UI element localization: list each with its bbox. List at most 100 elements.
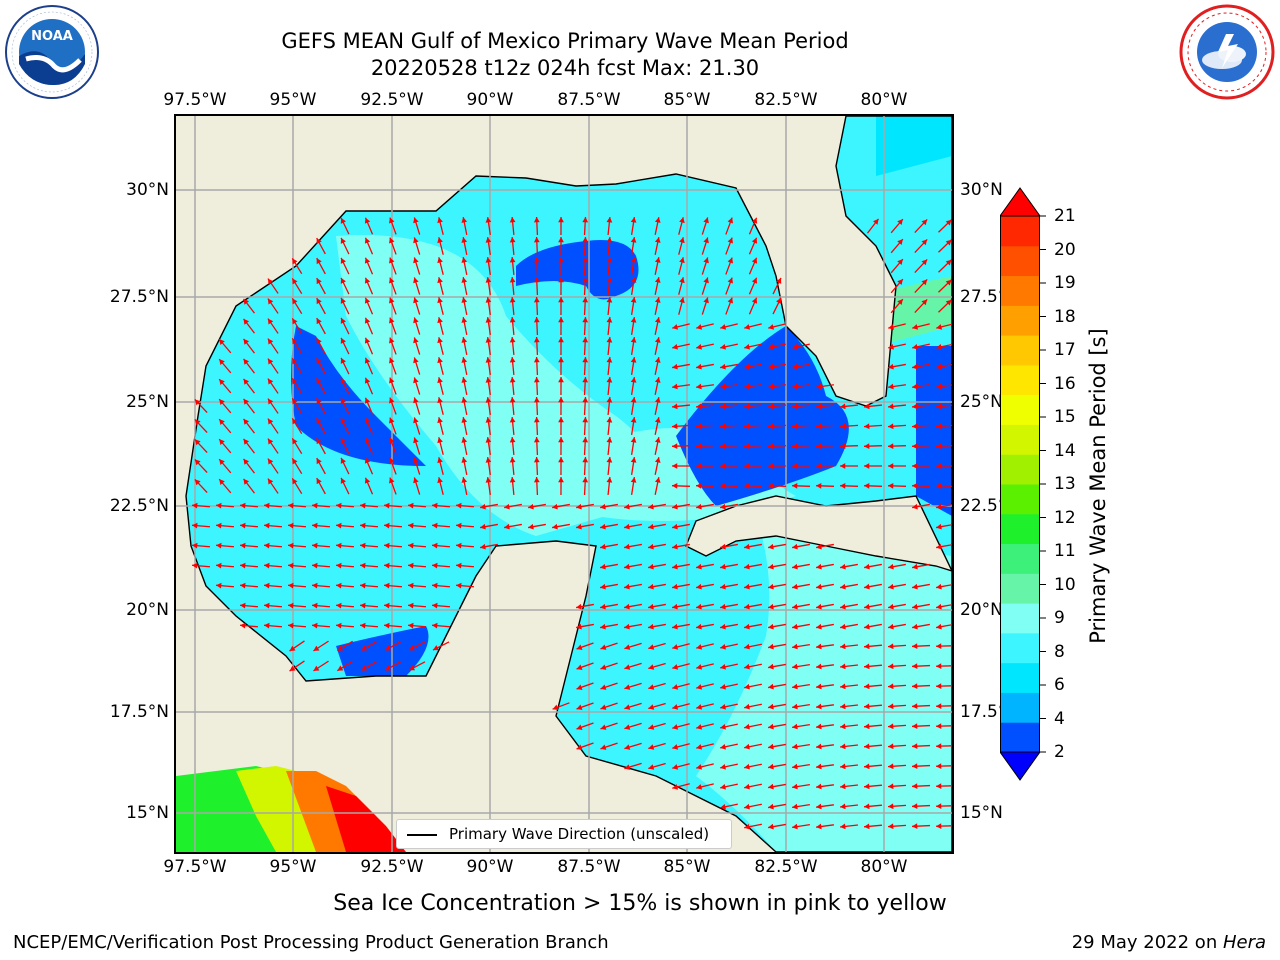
wave-arrow-head	[243, 438, 250, 445]
wave-arrow-head	[384, 522, 390, 529]
wave-arrow-head	[816, 743, 822, 750]
wave-arrow-head	[624, 704, 631, 710]
wave-arrow-head	[437, 377, 443, 384]
wave-arrow-head	[606, 217, 613, 223]
wave-arrow-head	[897, 239, 903, 246]
wave-arrow-head	[600, 623, 606, 630]
wave-arrow-head	[600, 664, 607, 670]
wave-arrow-head	[292, 458, 298, 465]
wave-arrow-head	[888, 763, 894, 770]
wave-arrow-head	[437, 317, 443, 324]
wave-arrow-head	[389, 437, 395, 444]
wave-arrow-head	[696, 764, 703, 770]
wave-arrow-head	[720, 343, 726, 350]
wave-arrow-head	[340, 357, 346, 364]
wave-arrow-head	[840, 803, 846, 810]
wave-arrow-head	[727, 217, 733, 224]
wave-arrow-head	[888, 403, 894, 410]
wave-arrow-head	[768, 783, 774, 790]
wave-arrow-head	[897, 259, 903, 266]
wave-arrow-head	[744, 703, 750, 710]
wave-arrow-head	[389, 317, 395, 324]
wave-arrow-head	[606, 437, 613, 443]
wave-arrow-head	[456, 582, 462, 589]
wave-arrow-head	[630, 257, 637, 263]
wave-arrow-head	[364, 397, 371, 404]
wave-arrow-head	[912, 403, 918, 410]
wave-arrow-head	[751, 257, 758, 264]
colorbar-tick-label: 18	[1054, 306, 1076, 327]
wave-arrow-head	[312, 522, 318, 529]
wave-arrow-head	[936, 443, 942, 450]
wave-arrow-head	[340, 257, 346, 264]
colorbar-bin	[1000, 692, 1040, 723]
wave-arrow-head	[816, 603, 822, 610]
wave-arrow-head	[288, 542, 294, 549]
wave-arrow-head	[840, 443, 846, 450]
wave-arrow-head	[654, 237, 661, 243]
wave-arrow-head	[720, 663, 726, 670]
wave-arrow-head	[792, 482, 798, 489]
wave-arrow-head	[696, 603, 702, 610]
wave-arrow-head	[744, 683, 750, 690]
wave-arrow-head	[437, 257, 443, 264]
wave-arrow-head	[606, 397, 613, 403]
wave-arrow-head	[437, 457, 443, 464]
colorbar-bin	[1000, 275, 1040, 306]
wave-arrow-head	[389, 477, 395, 484]
wave-arrow-head	[792, 683, 798, 690]
wave-arrow-head	[389, 237, 395, 244]
wave-arrow-head	[292, 258, 298, 265]
wave-arrow-head	[243, 338, 250, 345]
wave-arrow-head	[292, 278, 298, 285]
wave-arrow-head	[384, 582, 390, 589]
wave-arrow-head	[945, 219, 952, 226]
wave-arrow-head	[337, 665, 344, 671]
colorbar-tick-label: 6	[1054, 675, 1065, 695]
wave-arrow-head	[696, 704, 703, 710]
wave-arrow-head	[672, 423, 678, 430]
wave-arrow-head	[509, 397, 516, 403]
colorbar-tick-label: 19	[1054, 273, 1076, 293]
wave-arrow-head	[696, 324, 703, 330]
wave-arrow-head	[509, 257, 516, 263]
wave-arrow-head	[672, 664, 679, 670]
wave-arrow-head	[361, 645, 368, 651]
wave-arrow-head	[672, 443, 678, 450]
wave-arrow-head	[816, 543, 822, 550]
wave-arrow-head	[679, 297, 685, 304]
wave-arrow-head	[558, 317, 564, 323]
wave-arrow-head	[921, 299, 928, 306]
wave-arrow-head	[316, 338, 322, 345]
wave-arrow-head	[461, 417, 468, 423]
wave-arrow-head	[648, 664, 655, 670]
wave-arrow-head	[696, 443, 702, 450]
wave-arrow-head	[313, 645, 320, 651]
wave-arrow-head	[945, 279, 952, 286]
wave-arrow-head	[552, 704, 559, 711]
colorbar-bin	[1000, 216, 1040, 247]
wave-arrow-head	[240, 562, 246, 569]
wave-arrow-head	[912, 623, 918, 630]
wave-arrow-head	[316, 398, 322, 405]
wave-arrow-head	[582, 457, 589, 463]
wave-arrow-head	[768, 563, 774, 570]
wave-arrow-head	[720, 783, 726, 790]
wave-arrow-head	[432, 542, 438, 549]
wave-arrow-head	[768, 463, 774, 469]
wave-arrow-head	[485, 397, 492, 403]
wave-arrow-head	[600, 543, 606, 550]
wave-arrow-head	[768, 643, 774, 650]
wave-arrow-head	[384, 622, 390, 629]
wave-arrow-head	[219, 339, 225, 345]
lat-tick-left: 15°N	[126, 803, 169, 823]
wave-arrow-head	[816, 643, 822, 650]
wave-arrow-head	[703, 237, 709, 244]
wave-arrow-head	[264, 502, 270, 509]
wave-arrow-head	[336, 502, 342, 509]
wave-arrow-head	[600, 744, 607, 750]
wave-arrow-head	[606, 257, 613, 263]
wave-arrow-head	[216, 562, 222, 569]
wave-arrow-head	[624, 623, 630, 630]
wave-arrow-head	[864, 423, 870, 430]
